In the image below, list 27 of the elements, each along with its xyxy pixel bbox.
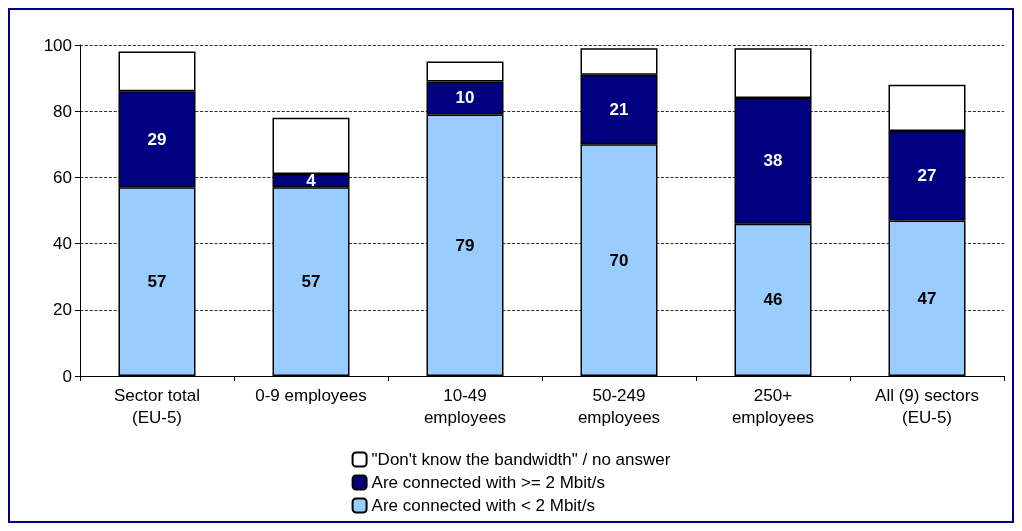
x-tick-label: Sector total (EU-5) xyxy=(114,385,200,427)
y-tick-label: 20 xyxy=(53,300,72,320)
data-label: 46 xyxy=(763,290,783,310)
data-label: 57 xyxy=(147,272,167,292)
data-label: 21 xyxy=(609,100,629,120)
y-tick-label: 40 xyxy=(53,234,72,254)
x-tick-label: 0-9 employees xyxy=(255,385,367,405)
legend-label: "Don't know the bandwidth" / no answer xyxy=(371,450,671,469)
data-label: 70 xyxy=(609,250,629,270)
x-tick-label: 10-49 employees xyxy=(423,385,507,427)
y-tick-label: 60 xyxy=(53,167,72,187)
y-tick-label: 0 xyxy=(62,366,72,386)
data-label: 10 xyxy=(455,88,475,108)
x-tick-label: 50-249 employees xyxy=(577,385,661,427)
data-label: 38 xyxy=(763,151,783,171)
x-tick-label: All (9) sectors (EU-5) xyxy=(875,385,979,427)
data-label: 57 xyxy=(301,272,321,292)
y-tick-label: 100 xyxy=(43,35,72,55)
data-label: 4 xyxy=(306,171,317,191)
data-label: 47 xyxy=(917,288,937,308)
data-label: 27 xyxy=(917,166,937,186)
x-tick-label: 250+ employees xyxy=(731,385,815,427)
legend-label: Are connected with >= 2 Mbit/s xyxy=(371,473,605,492)
legend-label: Are connected with < 2 Mbit/s xyxy=(371,496,596,515)
y-tick-label: 80 xyxy=(53,101,72,121)
data-label: 79 xyxy=(455,235,475,255)
data-label: 29 xyxy=(147,129,167,149)
